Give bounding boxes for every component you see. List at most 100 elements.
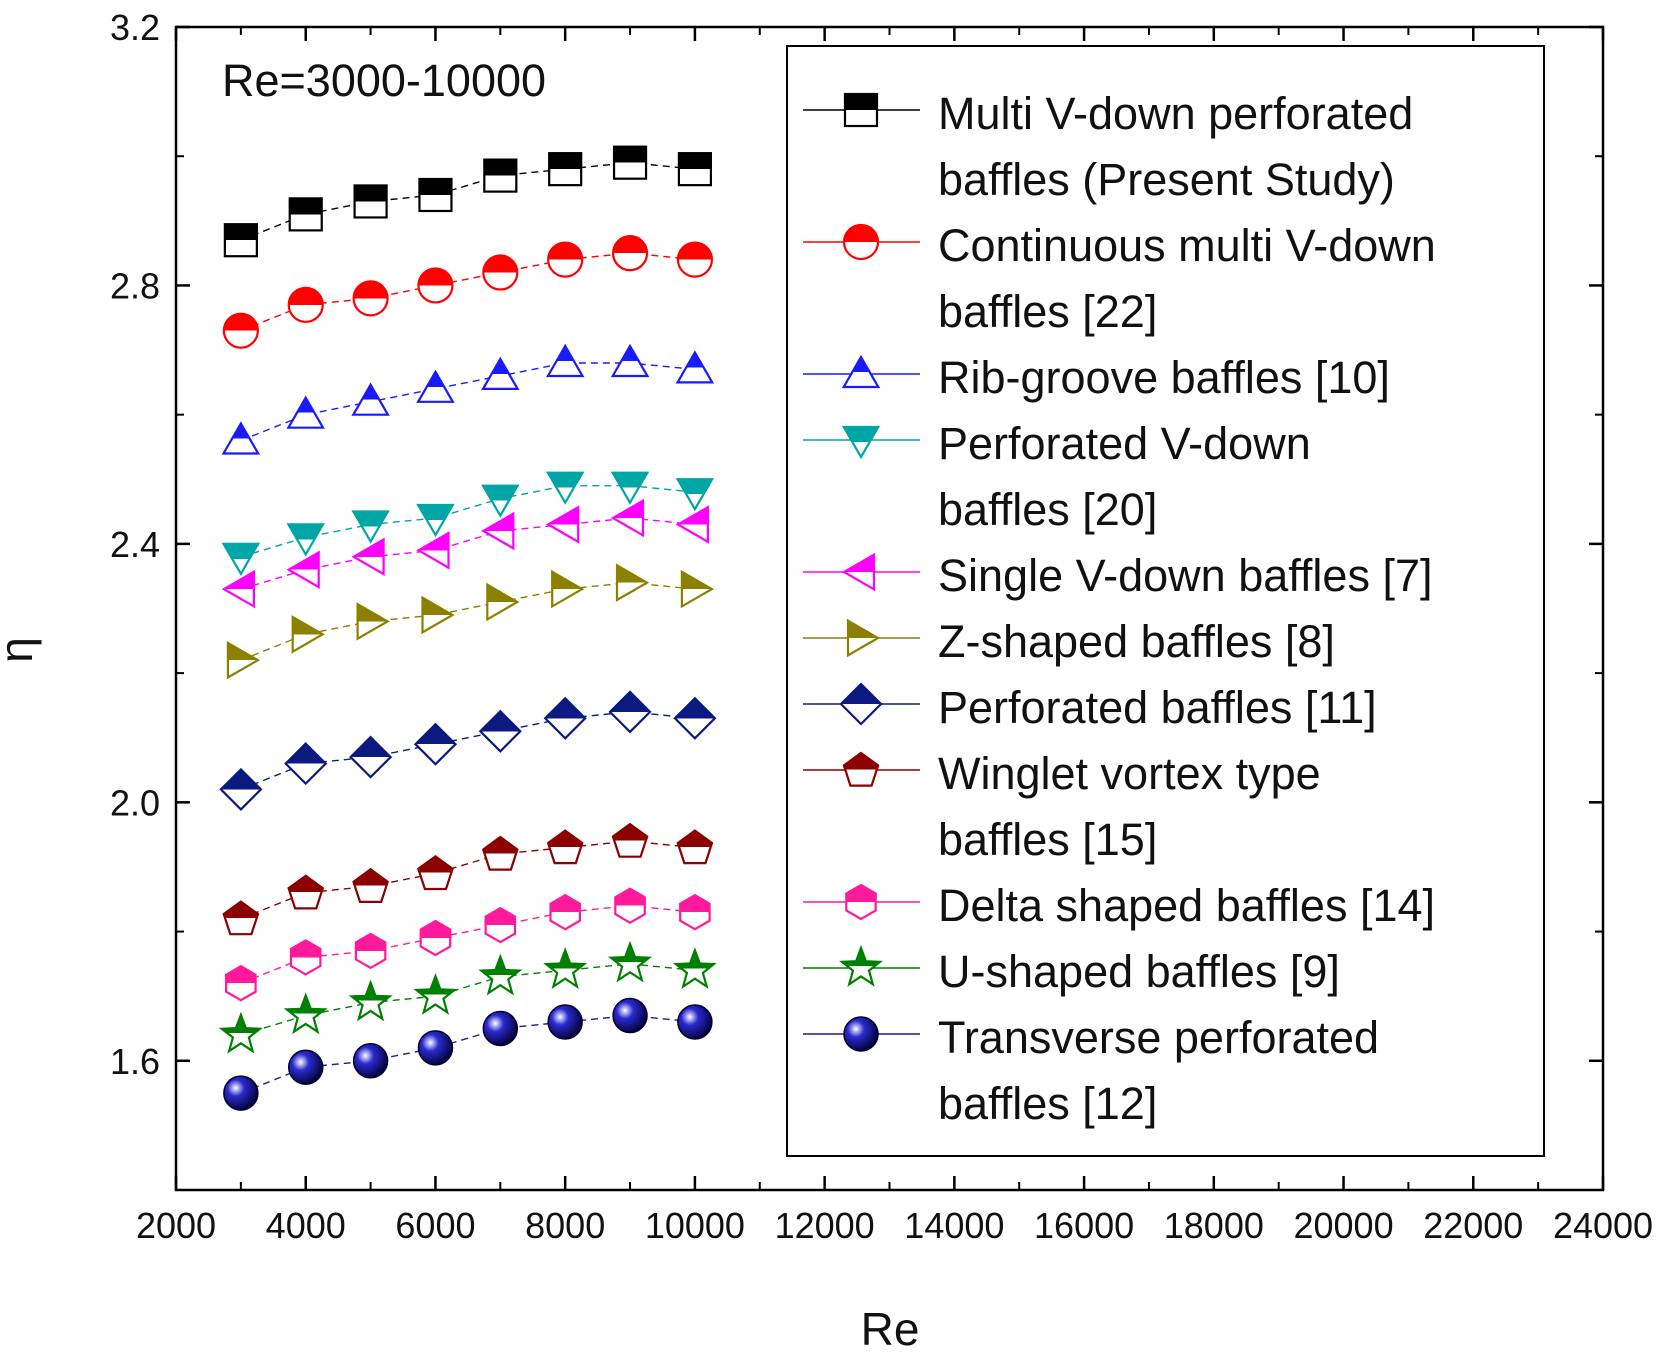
data-point	[547, 1004, 583, 1040]
data-point	[221, 542, 261, 576]
data-point	[289, 939, 322, 976]
legend-label: baffles [22]	[938, 286, 1157, 337]
data-point	[549, 893, 582, 931]
data-point	[352, 280, 389, 317]
data-point	[482, 1010, 519, 1047]
data-point	[612, 145, 648, 180]
data-point	[673, 696, 717, 740]
y-axis-title: η	[0, 637, 42, 663]
data-point	[610, 471, 650, 505]
legend-marker	[839, 944, 883, 987]
legend-label: baffles [12]	[938, 1078, 1157, 1129]
x-tick-label: 12000	[775, 1205, 875, 1246]
x-tick-label: 4000	[266, 1205, 346, 1246]
legend-label: baffles (Present Study)	[938, 154, 1395, 205]
data-point	[478, 953, 523, 996]
data-point	[291, 615, 325, 654]
data-point	[608, 940, 653, 983]
series-8	[225, 887, 711, 1002]
series-10	[223, 997, 713, 1111]
x-tick-label: 8000	[525, 1205, 605, 1246]
data-point	[225, 964, 257, 1002]
data-point	[413, 722, 458, 766]
legend-marker	[839, 682, 883, 726]
data-point	[421, 595, 455, 635]
data-point	[286, 523, 325, 557]
x-tick-label: 2000	[136, 1205, 216, 1246]
series-layer	[218, 145, 717, 1111]
data-point	[352, 867, 389, 904]
data-point	[677, 152, 713, 187]
series-7	[222, 822, 714, 936]
data-point	[354, 932, 387, 970]
data-point	[222, 900, 260, 936]
data-point	[351, 382, 390, 416]
data-point	[481, 356, 520, 390]
series-0	[223, 145, 713, 258]
data-point	[676, 241, 714, 278]
data-point	[223, 1075, 259, 1111]
y-tick-label: 2.0	[110, 782, 160, 823]
data-point	[680, 569, 715, 609]
x-tick-label: 20000	[1293, 1205, 1393, 1246]
legend: Multi V-down perforated baffles (Present …	[786, 45, 1545, 1157]
series-6	[219, 690, 717, 811]
data-point	[675, 478, 715, 512]
data-point	[352, 1043, 389, 1079]
legend-label: Single V-down baffles [7]	[938, 550, 1433, 601]
legend-marker	[841, 425, 881, 460]
data-point	[218, 1011, 263, 1054]
data-point	[611, 235, 649, 272]
legend-marker	[843, 1016, 879, 1052]
data-point	[545, 471, 585, 505]
series-5	[226, 563, 715, 680]
data-point	[547, 241, 584, 278]
x-tick-label: 14000	[904, 1205, 1004, 1246]
y-tick-label: 1.6	[110, 1041, 160, 1082]
data-point	[416, 503, 455, 538]
data-point	[551, 569, 585, 609]
legend-marker	[841, 552, 876, 592]
x-tick-label: 22000	[1423, 1205, 1523, 1246]
series-2	[221, 343, 715, 455]
data-point	[351, 537, 385, 577]
data-point	[226, 640, 261, 680]
legend-marker	[842, 751, 880, 787]
data-point	[679, 893, 711, 931]
data-point	[545, 505, 580, 544]
series-4	[221, 498, 710, 609]
data-point	[416, 531, 450, 570]
data-point	[418, 177, 453, 213]
legend-label: Rib-groove baffles [10]	[938, 352, 1390, 403]
data-point	[676, 829, 714, 865]
legend-marker	[846, 618, 881, 658]
data-point	[286, 550, 320, 590]
legend-box	[786, 45, 1545, 1157]
data-point	[283, 992, 328, 1035]
data-point	[222, 312, 259, 349]
y-tick-label: 3.2	[110, 7, 160, 48]
data-point	[672, 947, 717, 990]
legend-label: baffles [20]	[938, 484, 1157, 535]
data-point	[219, 767, 263, 811]
data-point	[286, 395, 325, 429]
data-point	[610, 498, 645, 538]
data-point	[612, 997, 648, 1034]
x-tick-label: 18000	[1164, 1205, 1264, 1246]
data-point	[356, 602, 390, 641]
data-point	[419, 919, 452, 957]
data-point	[478, 709, 522, 753]
data-point	[543, 947, 588, 990]
data-point	[614, 887, 646, 924]
legend-label: baffles [15]	[938, 814, 1157, 865]
data-point	[353, 184, 388, 219]
data-point	[413, 973, 458, 1015]
data-point	[675, 505, 710, 544]
data-point	[221, 569, 255, 609]
legend-label: U-shaped baffles [9]	[938, 946, 1340, 997]
data-point	[615, 563, 650, 602]
y-axis: 1.6 2.0 2.4 2.8 3.2	[110, 7, 1603, 1191]
x-tick-label: 6000	[395, 1205, 475, 1246]
legend-marker	[843, 92, 879, 128]
